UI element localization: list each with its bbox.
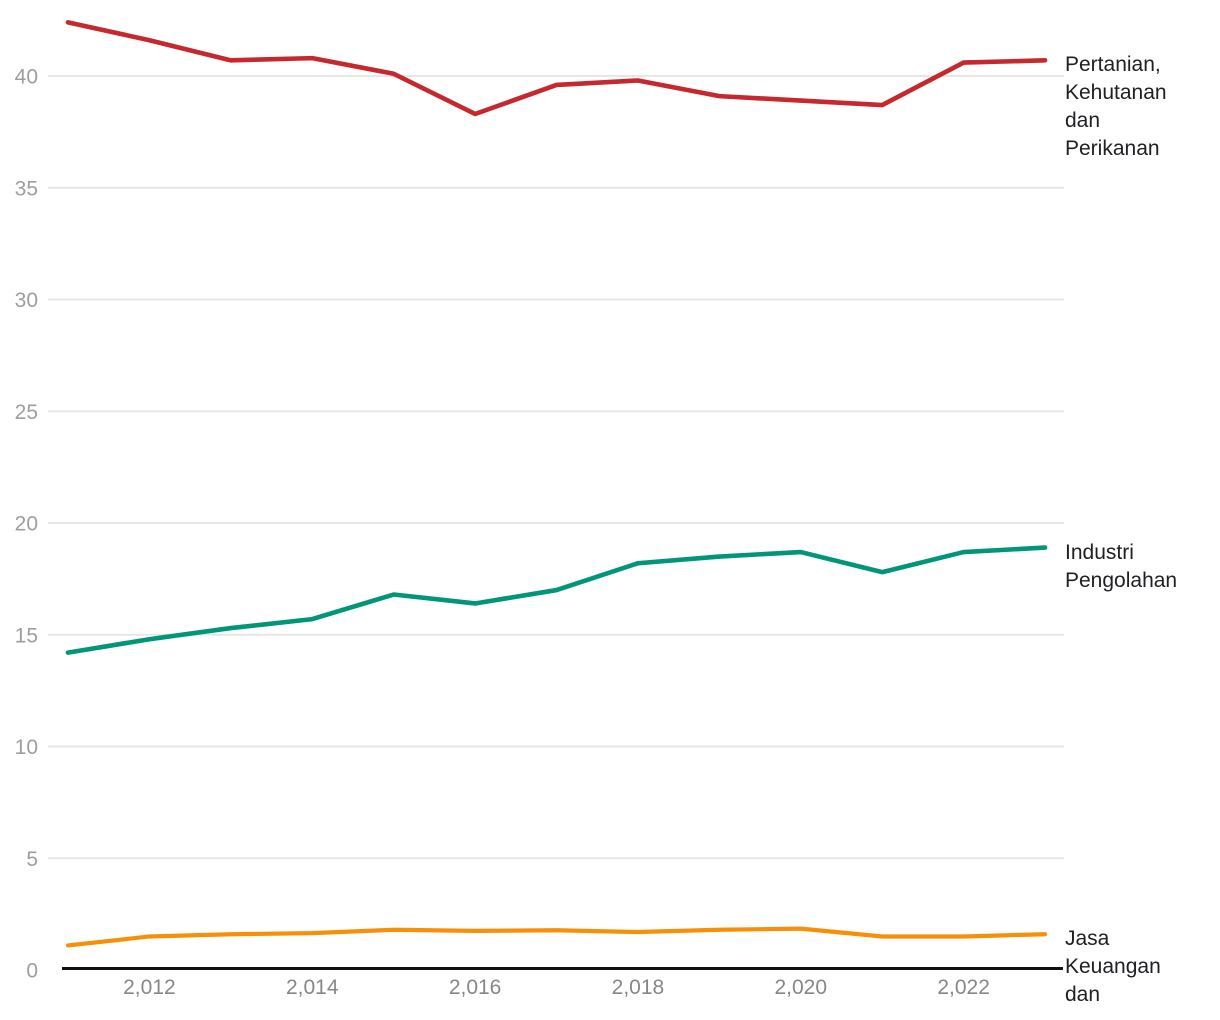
series-line-industri	[65, 545, 1048, 655]
series-label-line: Perikanan	[1065, 137, 1160, 160]
x-tick-label-2020: 2,020	[774, 976, 827, 999]
series-label-line: dan	[1065, 109, 1101, 132]
y-tick-label-0: 0	[26, 960, 38, 983]
y-tick-label-40: 40	[15, 66, 38, 89]
y-tick-label-35: 35	[15, 177, 38, 200]
series-line-jasa-keuangan	[65, 926, 1048, 948]
series-label-line: Industri	[1065, 541, 1134, 564]
series-label-line: Pengolahan	[1065, 569, 1178, 592]
y-tick-label-25: 25	[15, 401, 38, 424]
y-tick-label-30: 30	[15, 289, 38, 312]
x-tick-label-2016: 2,016	[449, 976, 502, 999]
series-label-industri-pengolahan: Industri Pengolahan	[1065, 539, 1215, 595]
x-tick-label-2022: 2,022	[937, 976, 990, 999]
series-label-line: dan	[1065, 983, 1101, 1006]
series-label-jasa-keuangan-dan: Jasa Keuangan dan	[1065, 925, 1215, 1009]
series-label-line: Keuangan	[1065, 955, 1161, 978]
series-label-line: Jasa	[1065, 927, 1110, 950]
y-tick-label-5: 5	[26, 848, 38, 871]
series-label-line: Kehutanan	[1065, 81, 1167, 104]
x-tick-label-2018: 2,018	[612, 976, 665, 999]
y-tick-label-15: 15	[15, 624, 38, 647]
series-label-pertanian-kehutanan-dan-perikanan: Pertanian, Kehutanan dan Perikanan	[1065, 51, 1215, 163]
x-tick-label-2014: 2,014	[286, 976, 339, 999]
y-tick-label-10: 10	[15, 736, 38, 759]
y-tick-label-20: 20	[15, 513, 38, 536]
series-label-line: Pertanian,	[1065, 53, 1161, 76]
series-line-pertanian	[65, 20, 1048, 117]
x-tick-label-2012: 2,012	[123, 976, 176, 999]
